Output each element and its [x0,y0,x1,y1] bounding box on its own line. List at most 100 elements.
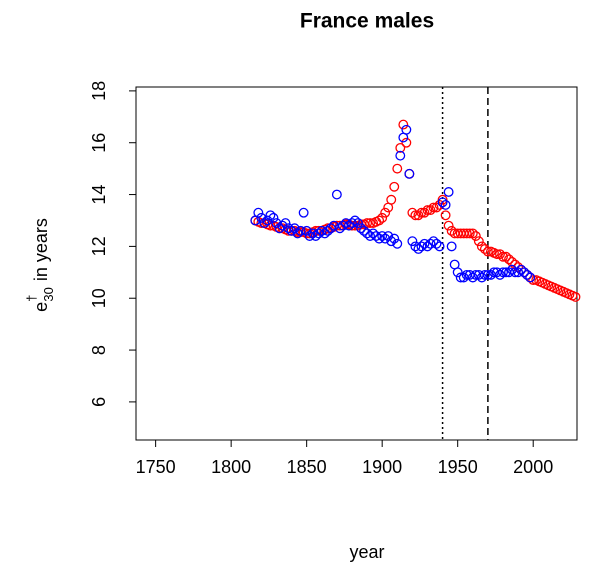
point [334,223,345,234]
point [507,256,518,267]
point [455,272,466,283]
point [304,231,315,241]
point [446,225,457,236]
point [570,291,581,302]
y-label-sup: † [24,295,39,302]
point [365,218,376,229]
point [322,223,333,234]
point [422,205,433,216]
point [428,236,439,247]
point [501,251,511,262]
point [401,137,412,148]
point [476,272,487,283]
point [280,218,291,229]
point [479,269,490,280]
point [413,244,424,254]
point [389,233,400,244]
point [368,228,379,239]
point [404,168,415,179]
point [283,223,294,234]
point [413,210,424,221]
y-tick-label: 14 [89,185,109,205]
point [377,212,388,223]
point [362,228,373,239]
point [298,207,309,218]
point [289,223,300,234]
point [467,228,478,239]
x-tick-label: 2000 [513,457,553,477]
point [419,207,430,218]
point [498,251,508,262]
point [470,231,481,241]
point [316,225,327,236]
point [374,215,385,226]
point [337,220,348,231]
point [422,241,433,252]
point [452,267,463,278]
point [410,241,421,252]
point [371,231,382,241]
y-tick-label: 16 [89,133,109,153]
point [416,207,427,218]
x-tick-label: 1750 [136,457,176,477]
point [522,269,533,280]
point [386,194,397,205]
point [307,228,318,239]
point [419,238,430,249]
point [473,236,484,247]
y-tick-label: 18 [89,81,109,101]
point [410,210,421,221]
point [262,215,273,226]
point [516,264,527,275]
point [322,225,333,236]
point [395,142,406,153]
point [259,218,270,229]
point [425,205,436,216]
y-axis-label: e† 30 in years [24,218,56,312]
point [380,207,391,218]
point [443,220,454,231]
point [437,194,448,205]
point [437,197,448,208]
point [383,231,394,241]
x-tick-label: 1900 [362,457,402,477]
point [392,238,403,249]
point [331,189,342,200]
point [253,207,264,218]
point [504,254,514,265]
point [292,228,303,239]
x-tick-label: 1800 [211,457,251,477]
point [407,236,418,247]
chart-title: France males [300,10,434,33]
point [256,218,267,229]
point [301,225,312,236]
point [343,220,354,231]
point [416,241,427,252]
y-label-sub: 30 [41,287,56,301]
point [398,119,409,130]
point [350,215,360,226]
point [528,275,539,286]
point [479,244,490,254]
point [498,267,508,278]
point [365,231,376,241]
point [431,202,442,213]
point [268,212,279,223]
point [434,241,445,252]
point [440,199,451,210]
point [277,220,288,231]
point [356,223,366,234]
x-axis-label: year [349,542,384,562]
point [340,218,351,229]
y-tick-label: 10 [89,288,109,308]
point [310,231,321,241]
point [495,269,505,280]
point [392,163,403,174]
point [395,150,406,161]
point [401,124,412,135]
point [492,249,502,260]
point [476,241,487,252]
point [525,272,536,283]
point [374,233,385,244]
point [377,231,388,241]
